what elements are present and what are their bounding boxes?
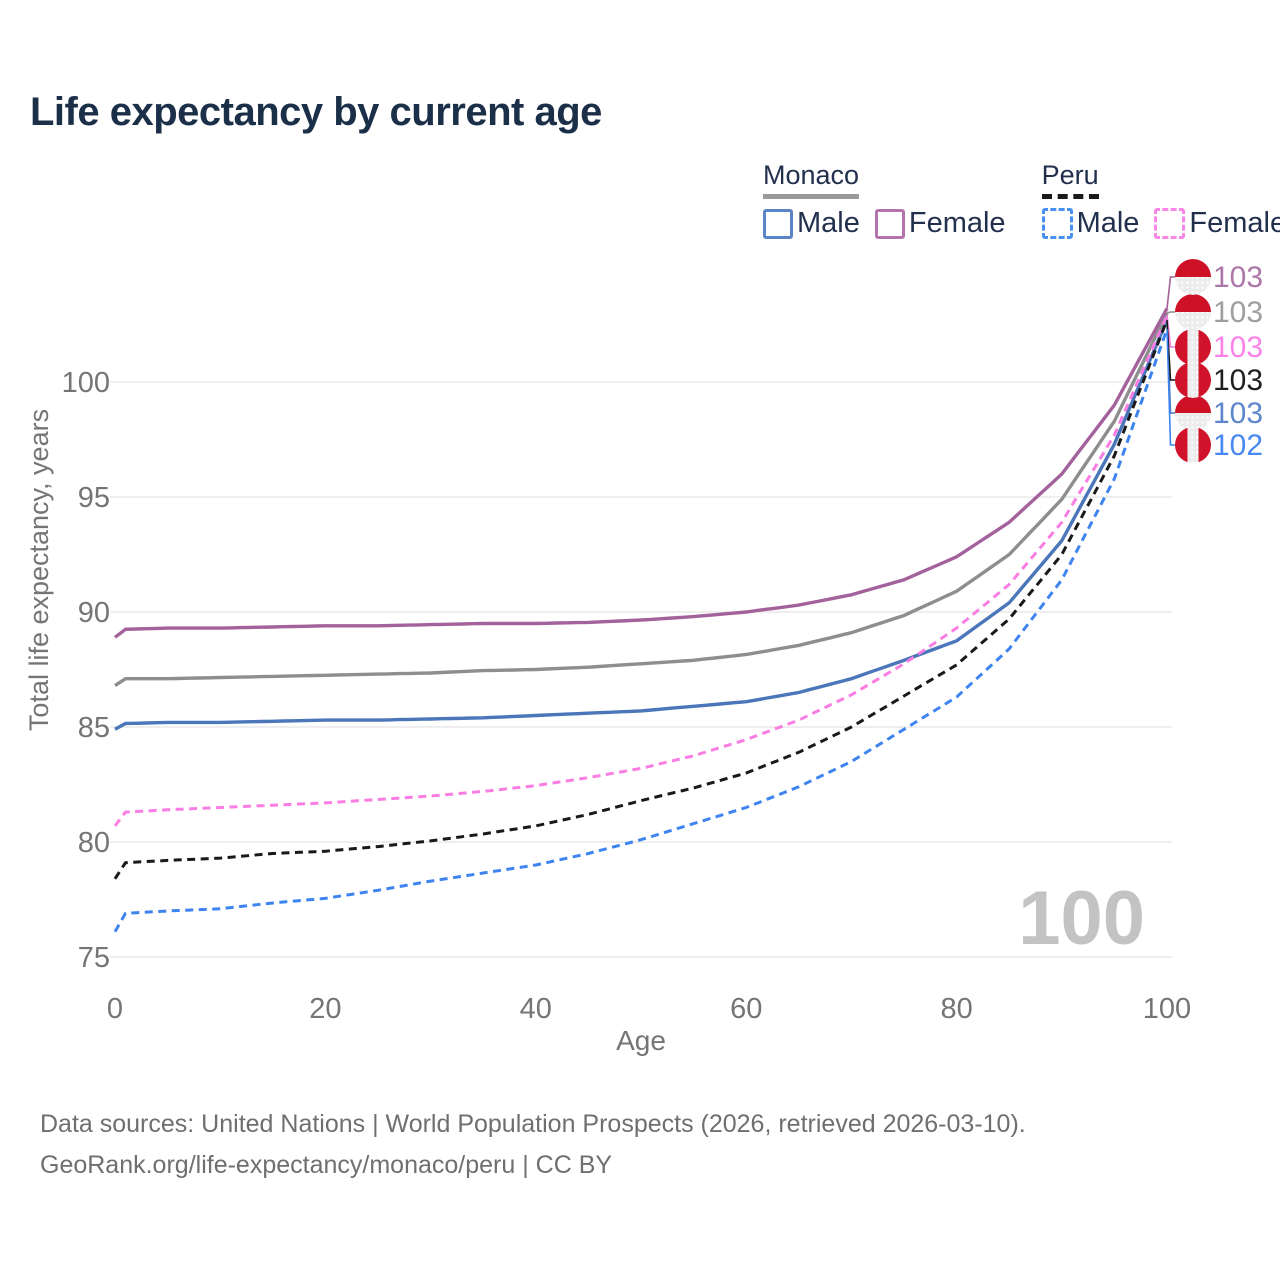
monaco-flag-icon bbox=[1175, 294, 1211, 330]
legend-group-title-peru: Peru bbox=[1041, 160, 1099, 200]
line-monaco-female bbox=[113, 307, 1169, 639]
legend-label-peru-female: Female bbox=[1189, 207, 1280, 240]
y-tick-label-95: 95 bbox=[78, 482, 110, 514]
peru-flag-icon bbox=[1175, 329, 1211, 365]
peru-flag-icon bbox=[1175, 427, 1211, 463]
legend-toggle-peru-female[interactable]: Female bbox=[1154, 207, 1280, 240]
x-tick-label-60: 60 bbox=[730, 993, 762, 1025]
legend-group-monaco: Monaco Male Female bbox=[763, 160, 1006, 240]
monaco-flag-icon bbox=[1175, 395, 1211, 431]
age-counter-watermark: 100 bbox=[1018, 876, 1145, 961]
legend-toggle-monaco-male[interactable]: Male bbox=[763, 207, 860, 240]
y-tick-label-85: 85 bbox=[78, 712, 110, 744]
peru-flag-icon bbox=[1175, 362, 1211, 398]
legend-group-title-monaco: Monaco bbox=[763, 160, 860, 200]
x-tick-label-40: 40 bbox=[520, 993, 552, 1025]
end-label-connector-monaco-female bbox=[1166, 276, 1175, 309]
end-label-value-peru-male: 102 bbox=[1213, 429, 1263, 462]
end-label-value-peru-total: 103 bbox=[1213, 364, 1263, 397]
line-peru-male bbox=[113, 328, 1169, 933]
x-tick-label-0: 0 bbox=[107, 993, 123, 1025]
y-axis-title: Total life expectancy, years bbox=[24, 409, 54, 731]
legend-label-monaco-male: Male bbox=[797, 207, 860, 240]
end-label-value-monaco-female: 103 bbox=[1213, 261, 1263, 294]
y-tick-label-80: 80 bbox=[78, 827, 110, 859]
legend: Monaco Male Female Peru Male Female bbox=[763, 160, 1280, 240]
legend-toggle-monaco-female[interactable]: Female bbox=[874, 207, 1006, 240]
end-label-connector-peru-male bbox=[1166, 329, 1175, 446]
end-label-value-peru-female: 103 bbox=[1213, 331, 1263, 364]
y-tick-label-75: 75 bbox=[78, 942, 110, 974]
x-axis-title: Age bbox=[616, 1025, 666, 1056]
x-tick-label-80: 80 bbox=[940, 993, 972, 1025]
y-tick-label-100: 100 bbox=[62, 367, 110, 399]
end-label-connector-peru-total bbox=[1166, 319, 1175, 381]
footer-data-sources: Data sources: United Nations | World Pop… bbox=[40, 1110, 1026, 1138]
monaco-flag-icon bbox=[1175, 259, 1211, 295]
legend-checkbox-peru-male[interactable] bbox=[1041, 208, 1073, 240]
legend-group-peru: Peru Male Female bbox=[1041, 160, 1280, 240]
footer: Data sources: United Nations | World Pop… bbox=[40, 1104, 1026, 1186]
page-title: Life expectancy by current age bbox=[30, 90, 602, 134]
legend-label-monaco-female: Female bbox=[908, 207, 1006, 240]
line-monaco-total bbox=[114, 312, 1169, 688]
legend-toggle-peru-male[interactable]: Male bbox=[1041, 207, 1140, 240]
y-tick-label-90: 90 bbox=[78, 597, 110, 629]
legend-checkbox-monaco-female[interactable] bbox=[874, 208, 905, 239]
footer-attribution: GeoRank.org/life-expectancy/monaco/peru … bbox=[40, 1151, 613, 1179]
line-peru-total bbox=[113, 319, 1169, 880]
end-label-value-monaco-total: 103 bbox=[1213, 296, 1263, 329]
x-tick-label-100: 100 bbox=[1143, 993, 1191, 1025]
line-peru-female bbox=[113, 314, 1169, 827]
end-label-value-monaco-male: 103 bbox=[1213, 397, 1263, 430]
legend-checkbox-peru-female[interactable] bbox=[1154, 208, 1186, 240]
end-label-connector-peru-female bbox=[1166, 315, 1175, 348]
end-label-connector-monaco-total bbox=[1166, 311, 1175, 314]
x-tick-label-20: 20 bbox=[309, 993, 341, 1025]
legend-checkbox-monaco-male[interactable] bbox=[763, 208, 793, 239]
line-monaco-male bbox=[114, 319, 1169, 731]
legend-label-peru-male: Male bbox=[1076, 207, 1140, 240]
